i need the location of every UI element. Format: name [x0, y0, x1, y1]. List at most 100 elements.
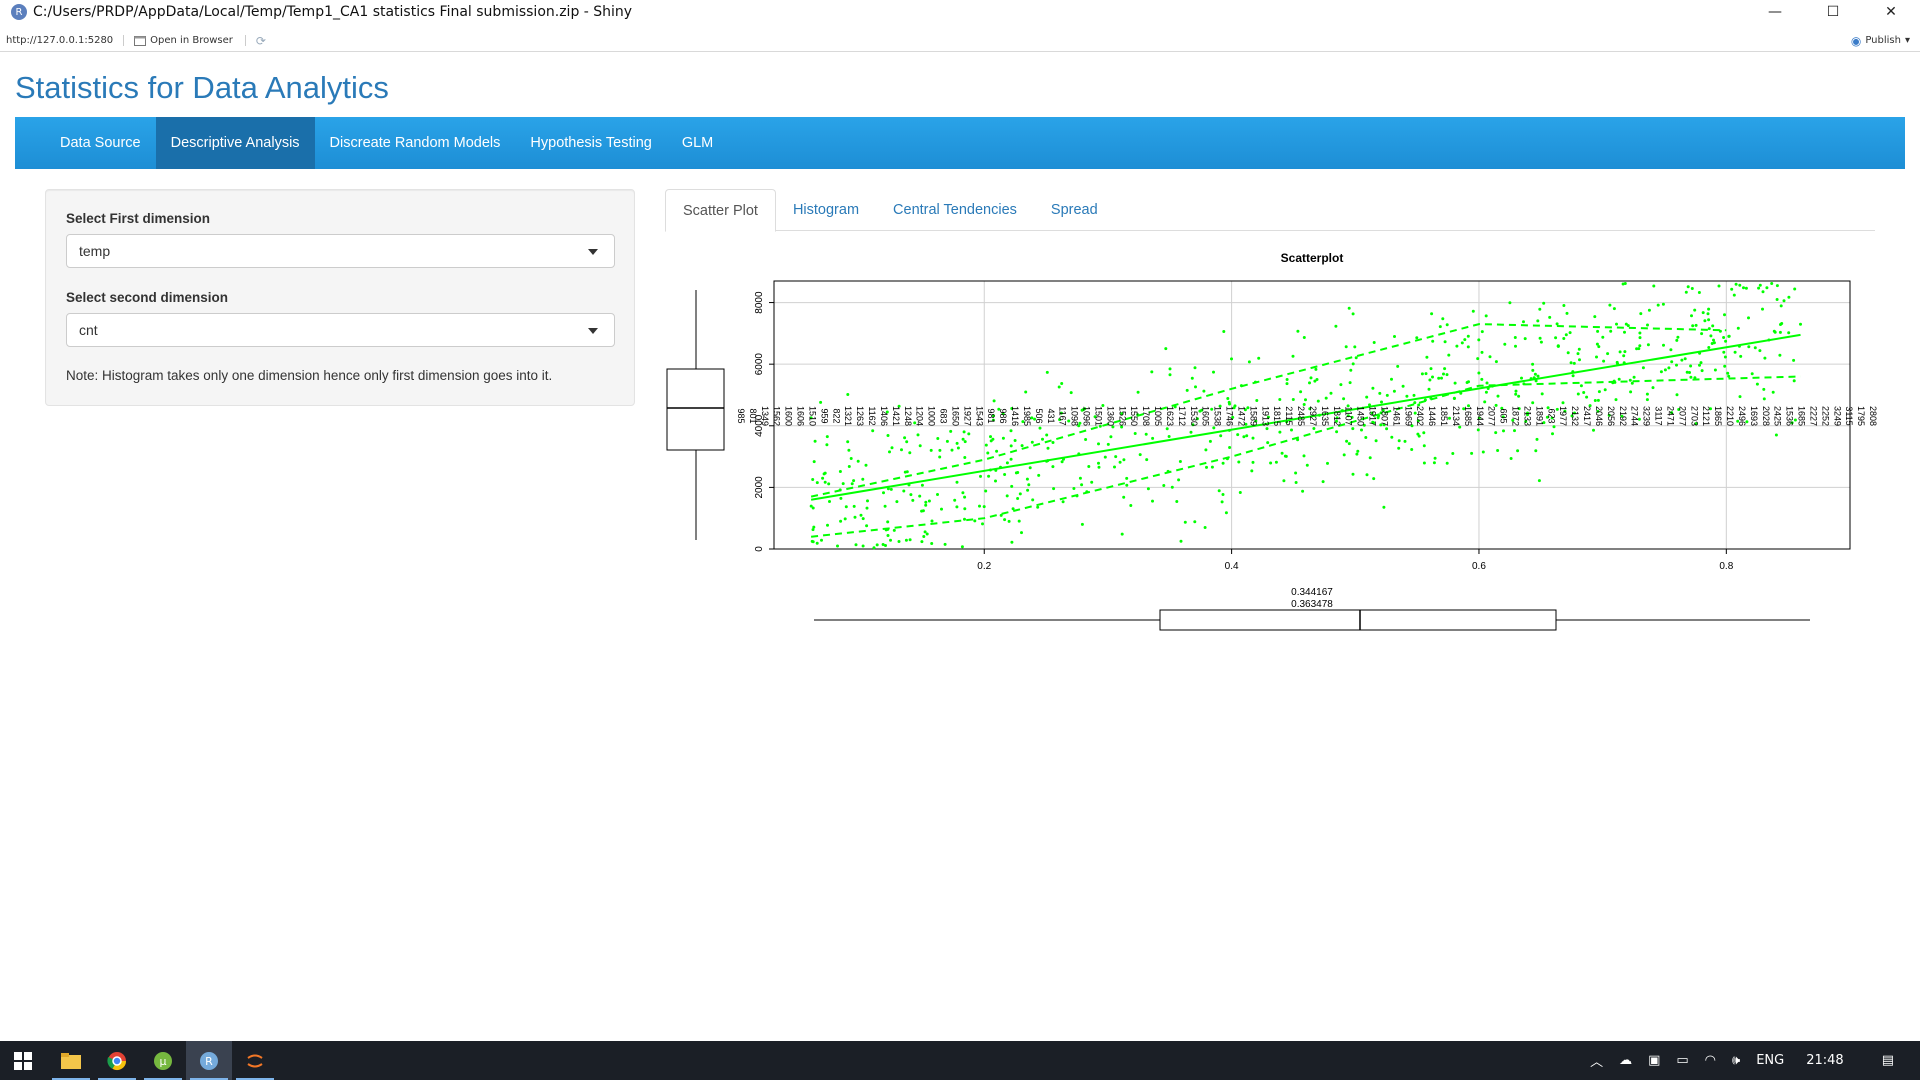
scatter-point [1189, 430, 1193, 434]
file-explorer-icon[interactable] [48, 1041, 94, 1080]
scatter-point [1684, 290, 1688, 294]
scatter-point [984, 443, 988, 447]
scatter-point [1723, 364, 1727, 368]
side-count-label: 981 [986, 408, 996, 423]
clock[interactable]: 21:48 [1806, 1053, 1844, 1068]
scatter-point [1217, 489, 1221, 493]
side-count-label: 1510 [807, 406, 817, 426]
nav-hypothesis-testing[interactable]: Hypothesis Testing [530, 135, 652, 151]
scatter-point [1447, 353, 1451, 357]
onedrive-cloud-icon[interactable]: ☁ [1619, 1053, 1633, 1068]
scatter-point [1635, 347, 1639, 351]
scatter-point [960, 545, 964, 549]
scatter-point [1413, 411, 1417, 415]
scatter-point [1494, 403, 1498, 407]
side-count-label: 1421 [891, 406, 901, 426]
nav-glm[interactable]: GLM [681, 135, 714, 151]
scatter-point [1354, 356, 1358, 360]
scatter-point [905, 470, 909, 474]
scatter-point [1122, 495, 1126, 499]
scatter-point [1078, 476, 1082, 480]
side-count-label: 3115 [1844, 406, 1854, 425]
chevron-up-icon[interactable]: ︿ [1590, 1055, 1604, 1070]
scatter-point [1546, 406, 1550, 410]
scatter-point [1374, 439, 1378, 443]
rstudio-icon[interactable]: R [186, 1041, 232, 1080]
side-count-label: 2132 [1570, 406, 1580, 426]
language-indicator[interactable]: ENG [1756, 1053, 1785, 1068]
device-icon[interactable]: ▣ [1648, 1053, 1661, 1068]
second-dimension-select[interactable]: cnt [66, 313, 615, 347]
scatter-point [1494, 360, 1498, 364]
scatter-point [905, 440, 909, 444]
scatter-point [1305, 463, 1309, 467]
nav-discrete-random-models[interactable]: Discreate Random Models [329, 135, 501, 151]
scatter-point [1283, 454, 1287, 458]
maximize-button[interactable]: ☐ [1826, 4, 1840, 20]
scatter-point [904, 538, 908, 542]
side-count-label: 1589 [1248, 406, 1258, 426]
publish-button[interactable]: ◉ Publish ▾ [1851, 34, 1910, 48]
scatter-point [892, 528, 896, 532]
torrent-icon[interactable]: µ [140, 1041, 186, 1080]
scatter-point [1579, 384, 1583, 388]
scatter-point [1080, 522, 1084, 526]
side-count-label: 2417 [1582, 406, 1592, 426]
scatter-point [1511, 418, 1515, 422]
scatter-point [847, 465, 851, 468]
scatter-point [1379, 411, 1383, 415]
scatter-point [1556, 344, 1560, 348]
scatter-point [1667, 366, 1671, 370]
side-count-label: 431 [1046, 408, 1056, 423]
scatter-point [1730, 287, 1734, 291]
side-count-label: 1969 [1403, 406, 1413, 426]
scatter-point [1007, 519, 1011, 523]
tab-histogram[interactable]: Histogram [792, 202, 860, 218]
nav-descriptive-analysis[interactable]: Descriptive Analysis [155, 117, 315, 169]
scatter-point [1443, 367, 1447, 371]
minimize-button[interactable]: — [1768, 4, 1782, 20]
refresh-icon[interactable]: ⟳ [255, 33, 266, 48]
first-dimension-select[interactable]: temp [66, 234, 615, 268]
wifi-icon[interactable]: ◠ [1704, 1053, 1717, 1068]
open-in-browser-button[interactable]: Open in Browser [134, 35, 246, 46]
scatter-point [1365, 395, 1369, 399]
side-count-label: 2115 [1284, 406, 1294, 425]
scatter-point [889, 487, 893, 491]
scatter-point [982, 505, 986, 509]
scatter-point [1597, 345, 1601, 349]
scatter-point [1045, 433, 1049, 437]
scatter-point [1003, 473, 1007, 476]
scatter-point [1790, 421, 1794, 425]
scatter-point [1727, 334, 1731, 338]
jupyter-icon[interactable] [232, 1041, 278, 1080]
side-count-label: 822 [831, 408, 841, 423]
scatter-point [1170, 485, 1174, 489]
scatter-point [1707, 318, 1711, 322]
scatter-point [897, 404, 901, 408]
close-button[interactable]: ✕ [1885, 4, 1897, 20]
notification-icon[interactable]: ▤ [1881, 1053, 1894, 1068]
side-count-label: 2496 [1737, 406, 1747, 426]
tab-spread[interactable]: Spread [1050, 202, 1098, 218]
scatter-point [1566, 351, 1570, 355]
nav-data-source[interactable]: Data Source [60, 135, 141, 151]
chrome-icon[interactable] [94, 1041, 140, 1080]
scatter-point [1485, 381, 1489, 385]
y-tick-label: 6000 [754, 353, 765, 376]
scatter-point [1638, 336, 1642, 340]
tab-scatter-plot[interactable]: Scatter Plot [665, 189, 776, 232]
tab-central-tendencies[interactable]: Central Tendencies [893, 202, 1017, 218]
scatter-point [1347, 442, 1351, 446]
scatter-point [1637, 347, 1641, 351]
battery-icon[interactable]: ▭ [1676, 1053, 1689, 1068]
scatter-point [1422, 444, 1426, 448]
volume-icon[interactable]: 🕪 [1732, 1053, 1741, 1068]
url-text[interactable]: http://127.0.0.1:5280 [6, 35, 125, 46]
scatter-point [1278, 430, 1282, 434]
scatter-point [1638, 344, 1642, 348]
scatter-point [872, 546, 876, 550]
scatter-point [1285, 382, 1289, 386]
side-count-label: 1650 [950, 406, 960, 426]
windows-start-icon[interactable] [0, 1041, 46, 1080]
